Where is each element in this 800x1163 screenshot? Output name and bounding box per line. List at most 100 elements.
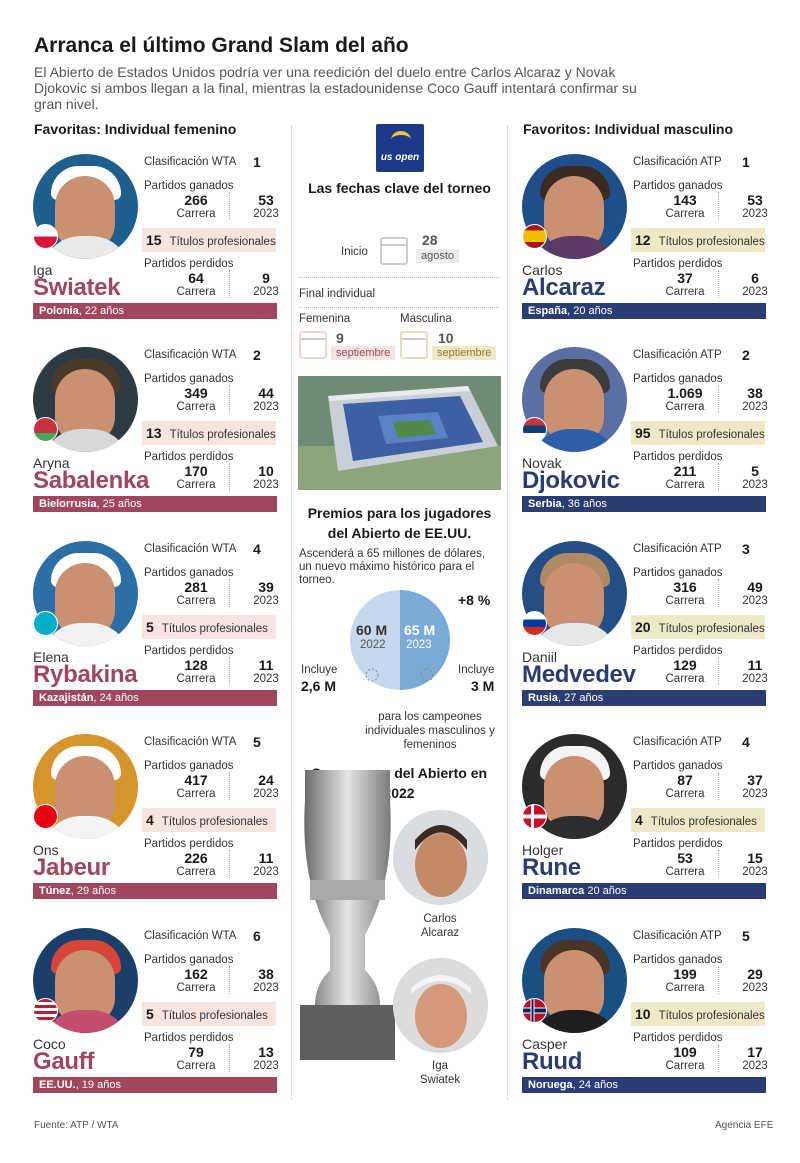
rank-value: 1	[742, 154, 750, 170]
titles-label: Títulos profesionales	[169, 429, 276, 441]
player-card-ruud: Casper Ruud Noruega, 24 años Clasificaci…	[522, 924, 768, 1094]
usa-flag-icon	[33, 998, 58, 1023]
won-label: Partidos ganados	[144, 373, 234, 385]
player-country: Noruega	[528, 1079, 573, 1091]
included-note: para los campeones individuales masculin…	[365, 711, 495, 751]
titles-count: 20	[635, 619, 651, 635]
titles-label: Títulos profesionales	[658, 623, 765, 635]
player-photo	[522, 928, 627, 1033]
won-year-value: 39	[258, 579, 274, 595]
prize-2022-year: 2022	[360, 639, 386, 651]
lost-divider	[718, 850, 719, 878]
lost-divider	[229, 657, 230, 685]
belarus-flag-icon	[33, 417, 58, 442]
female-final-label: Femenina	[299, 313, 351, 325]
player-age: , 22 años	[78, 305, 124, 317]
player-age: 20 años	[584, 885, 627, 897]
player-info-bar: Kazajistán, 24 años	[33, 690, 277, 706]
included-2023-label: Incluye	[458, 664, 495, 676]
lost-year-label: 2023	[742, 286, 768, 298]
player-country: España	[528, 305, 568, 317]
player-last-name: Gauff	[33, 1048, 95, 1075]
final-label: Final individual	[299, 288, 376, 300]
won-year-label: 2023	[253, 595, 279, 607]
lost-career-label: Carrera	[665, 866, 705, 878]
player-photo	[522, 154, 627, 259]
lost-label: Partidos perdidos	[144, 1032, 234, 1044]
titles-count: 10	[635, 1006, 651, 1022]
footer-source: Fuente: ATP / WTA	[34, 1120, 119, 1131]
prize-percent: +8 %	[458, 592, 491, 608]
lost-year-label: 2023	[253, 1060, 279, 1072]
rank-value: 4	[253, 541, 261, 557]
lost-label: Partidos perdidos	[633, 838, 723, 850]
won-year-label: 2023	[742, 208, 768, 220]
titles-count: 4	[635, 812, 643, 828]
poland-flag-icon	[33, 224, 58, 249]
lost-divider	[229, 1044, 230, 1072]
lost-divider	[718, 463, 719, 491]
stadium-image	[298, 376, 501, 490]
rank-label: Clasificación ATP	[633, 543, 722, 555]
rank-label: Clasificación ATP	[633, 349, 722, 361]
player-first-name: Holger	[522, 842, 564, 858]
start-day: 28	[422, 232, 438, 248]
lost-year-label: 2023	[742, 479, 768, 491]
lost-career-label: Carrera	[176, 479, 216, 491]
female-final-month: septiembre	[331, 346, 396, 360]
player-country: Rusia	[528, 692, 558, 704]
won-label: Partidos ganados	[633, 954, 723, 966]
titles-label: Títulos profesionales	[161, 816, 268, 828]
player-card-rune: Holger Rune Dinamarca 20 años Clasificac…	[522, 730, 768, 900]
lost-year-label: 2023	[742, 673, 768, 685]
female-final-day: 9	[336, 330, 344, 346]
won-divider	[229, 966, 230, 994]
player-first-name: Elena	[33, 649, 69, 665]
won-career-label: Carrera	[176, 595, 216, 607]
champion-swiatek-photo	[393, 958, 488, 1053]
lost-year-value: 15	[747, 850, 763, 866]
won-year-label: 2023	[253, 788, 279, 800]
won-career-value: 162	[184, 966, 208, 982]
titles-box: 10 Títulos profesionales	[631, 1002, 765, 1026]
denmark-flag-icon	[522, 804, 547, 829]
won-label: Partidos ganados	[633, 567, 723, 579]
player-age: , 24 años	[572, 1079, 618, 1091]
lost-divider	[229, 270, 230, 298]
won-label: Partidos ganados	[144, 180, 234, 192]
lost-label: Partidos perdidos	[633, 1032, 723, 1044]
lost-year-label: 2023	[253, 866, 279, 878]
titles-count: 15	[146, 232, 162, 248]
won-career-label: Carrera	[665, 401, 705, 413]
right-divider	[507, 125, 508, 1100]
won-career-label: Carrera	[665, 982, 705, 994]
titles-box: 15 Títulos profesionales	[142, 228, 276, 252]
won-career-label: Carrera	[665, 788, 705, 800]
won-career-value: 143	[673, 192, 697, 208]
player-age: , 19 años	[75, 1079, 121, 1091]
titles-count: 12	[635, 232, 651, 248]
rank-label: Clasificación ATP	[633, 930, 722, 942]
titles-count: 5	[146, 1006, 154, 1022]
won-divider	[229, 579, 230, 607]
lost-label: Partidos perdidos	[144, 838, 234, 850]
won-career-value: 349	[184, 385, 208, 401]
player-last-name: Rune	[522, 854, 581, 881]
rank-label: Clasificación WTA	[144, 543, 237, 555]
lost-career-value: 109	[673, 1044, 697, 1060]
trophy-image	[300, 770, 395, 1060]
player-age: , 24 años	[93, 692, 139, 704]
lost-career-label: Carrera	[176, 866, 216, 878]
player-last-name: Swiatek	[33, 274, 121, 301]
male-final-day: 10	[438, 330, 454, 346]
won-career-label: Carrera	[665, 208, 705, 220]
lost-career-value: 37	[677, 270, 693, 286]
russia-flag-icon	[522, 611, 547, 636]
won-divider	[718, 772, 719, 800]
lost-year-label: 2023	[742, 1060, 768, 1072]
lost-career-label: Carrera	[176, 286, 216, 298]
player-last-name: Alcaraz	[522, 274, 606, 301]
lost-year-label: 2023	[253, 286, 279, 298]
rank-label: Clasificación ATP	[633, 736, 722, 748]
won-divider	[718, 966, 719, 994]
